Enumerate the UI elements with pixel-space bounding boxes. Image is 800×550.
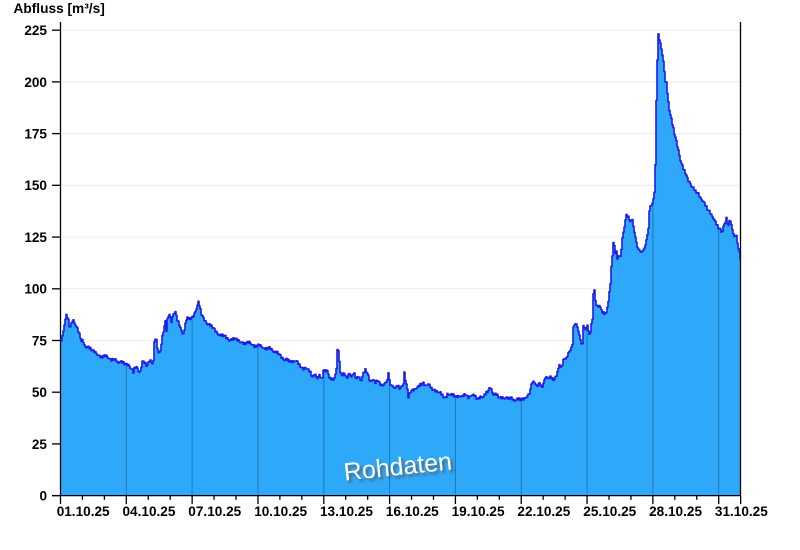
svg-text:04.10.25: 04.10.25: [123, 504, 176, 519]
svg-text:01.10.25: 01.10.25: [57, 504, 110, 519]
svg-text:175: 175: [24, 127, 47, 142]
svg-text:13.10.25: 13.10.25: [320, 504, 373, 519]
svg-text:31.10.25: 31.10.25: [715, 504, 768, 519]
svg-text:19.10.25: 19.10.25: [452, 504, 505, 519]
svg-text:16.10.25: 16.10.25: [386, 504, 439, 519]
svg-text:Abfluss [m³/s]: Abfluss [m³/s]: [14, 1, 105, 16]
svg-text:100: 100: [24, 282, 47, 297]
svg-text:75: 75: [32, 333, 48, 348]
svg-text:150: 150: [24, 178, 47, 193]
svg-text:125: 125: [24, 230, 47, 245]
svg-text:0: 0: [39, 489, 47, 504]
svg-text:50: 50: [32, 385, 47, 400]
svg-text:200: 200: [24, 75, 47, 90]
svg-text:25: 25: [32, 437, 48, 452]
svg-text:28.10.25: 28.10.25: [649, 504, 702, 519]
svg-text:22.10.25: 22.10.25: [517, 504, 570, 519]
svg-text:225: 225: [24, 23, 47, 38]
svg-text:07.10.25: 07.10.25: [188, 504, 241, 519]
svg-text:10.10.25: 10.10.25: [254, 504, 307, 519]
svg-text:25.10.25: 25.10.25: [583, 504, 636, 519]
